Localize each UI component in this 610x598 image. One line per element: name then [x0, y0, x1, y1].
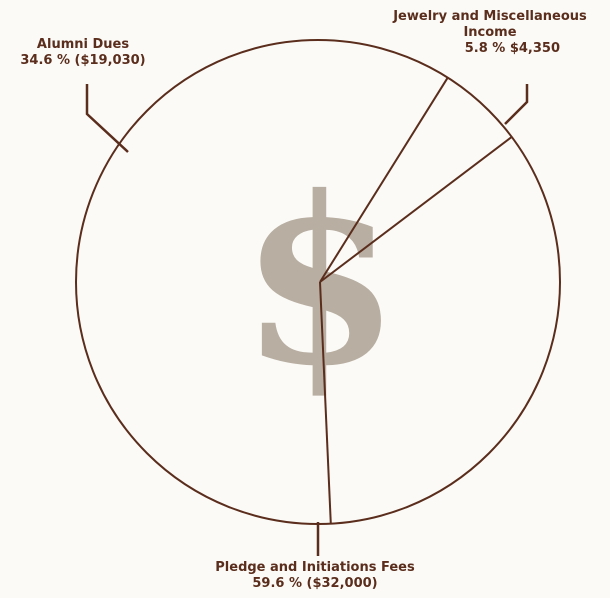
slice-divider-0: [319, 77, 449, 283]
slice-divider-2: [319, 136, 513, 283]
slice-value-pledge: 59.6 % ($32,000): [252, 576, 378, 591]
slice-dividers: [319, 77, 513, 524]
slice-label-jewelry-line1: Jewelry and Miscellaneous: [393, 9, 587, 24]
slice-divider-1: [319, 281, 332, 524]
leader-lines: [85, 84, 529, 556]
slice-value-alumni: 34.6 % ($19,030): [20, 53, 146, 68]
slice-label-jewelry-line2: Income: [463, 25, 517, 40]
label-alumni-dues: Alumni Dues 34.6 % ($19,030): [8, 37, 158, 69]
slice-value-jewelry: 5.8 % $4,350: [464, 41, 560, 56]
label-pledge: Pledge and Initiations Fees 59.6 % ($32,…: [165, 560, 465, 592]
label-jewelry: Jewelry and Miscellaneous Income 5.8 % $…: [372, 9, 608, 57]
slice-label-alumni: Alumni Dues: [36, 37, 130, 52]
leader-alumni: [85, 84, 129, 153]
slice-label-pledge: Pledge and Initiations Fees: [215, 560, 415, 575]
leader-jewelry: [504, 84, 529, 125]
